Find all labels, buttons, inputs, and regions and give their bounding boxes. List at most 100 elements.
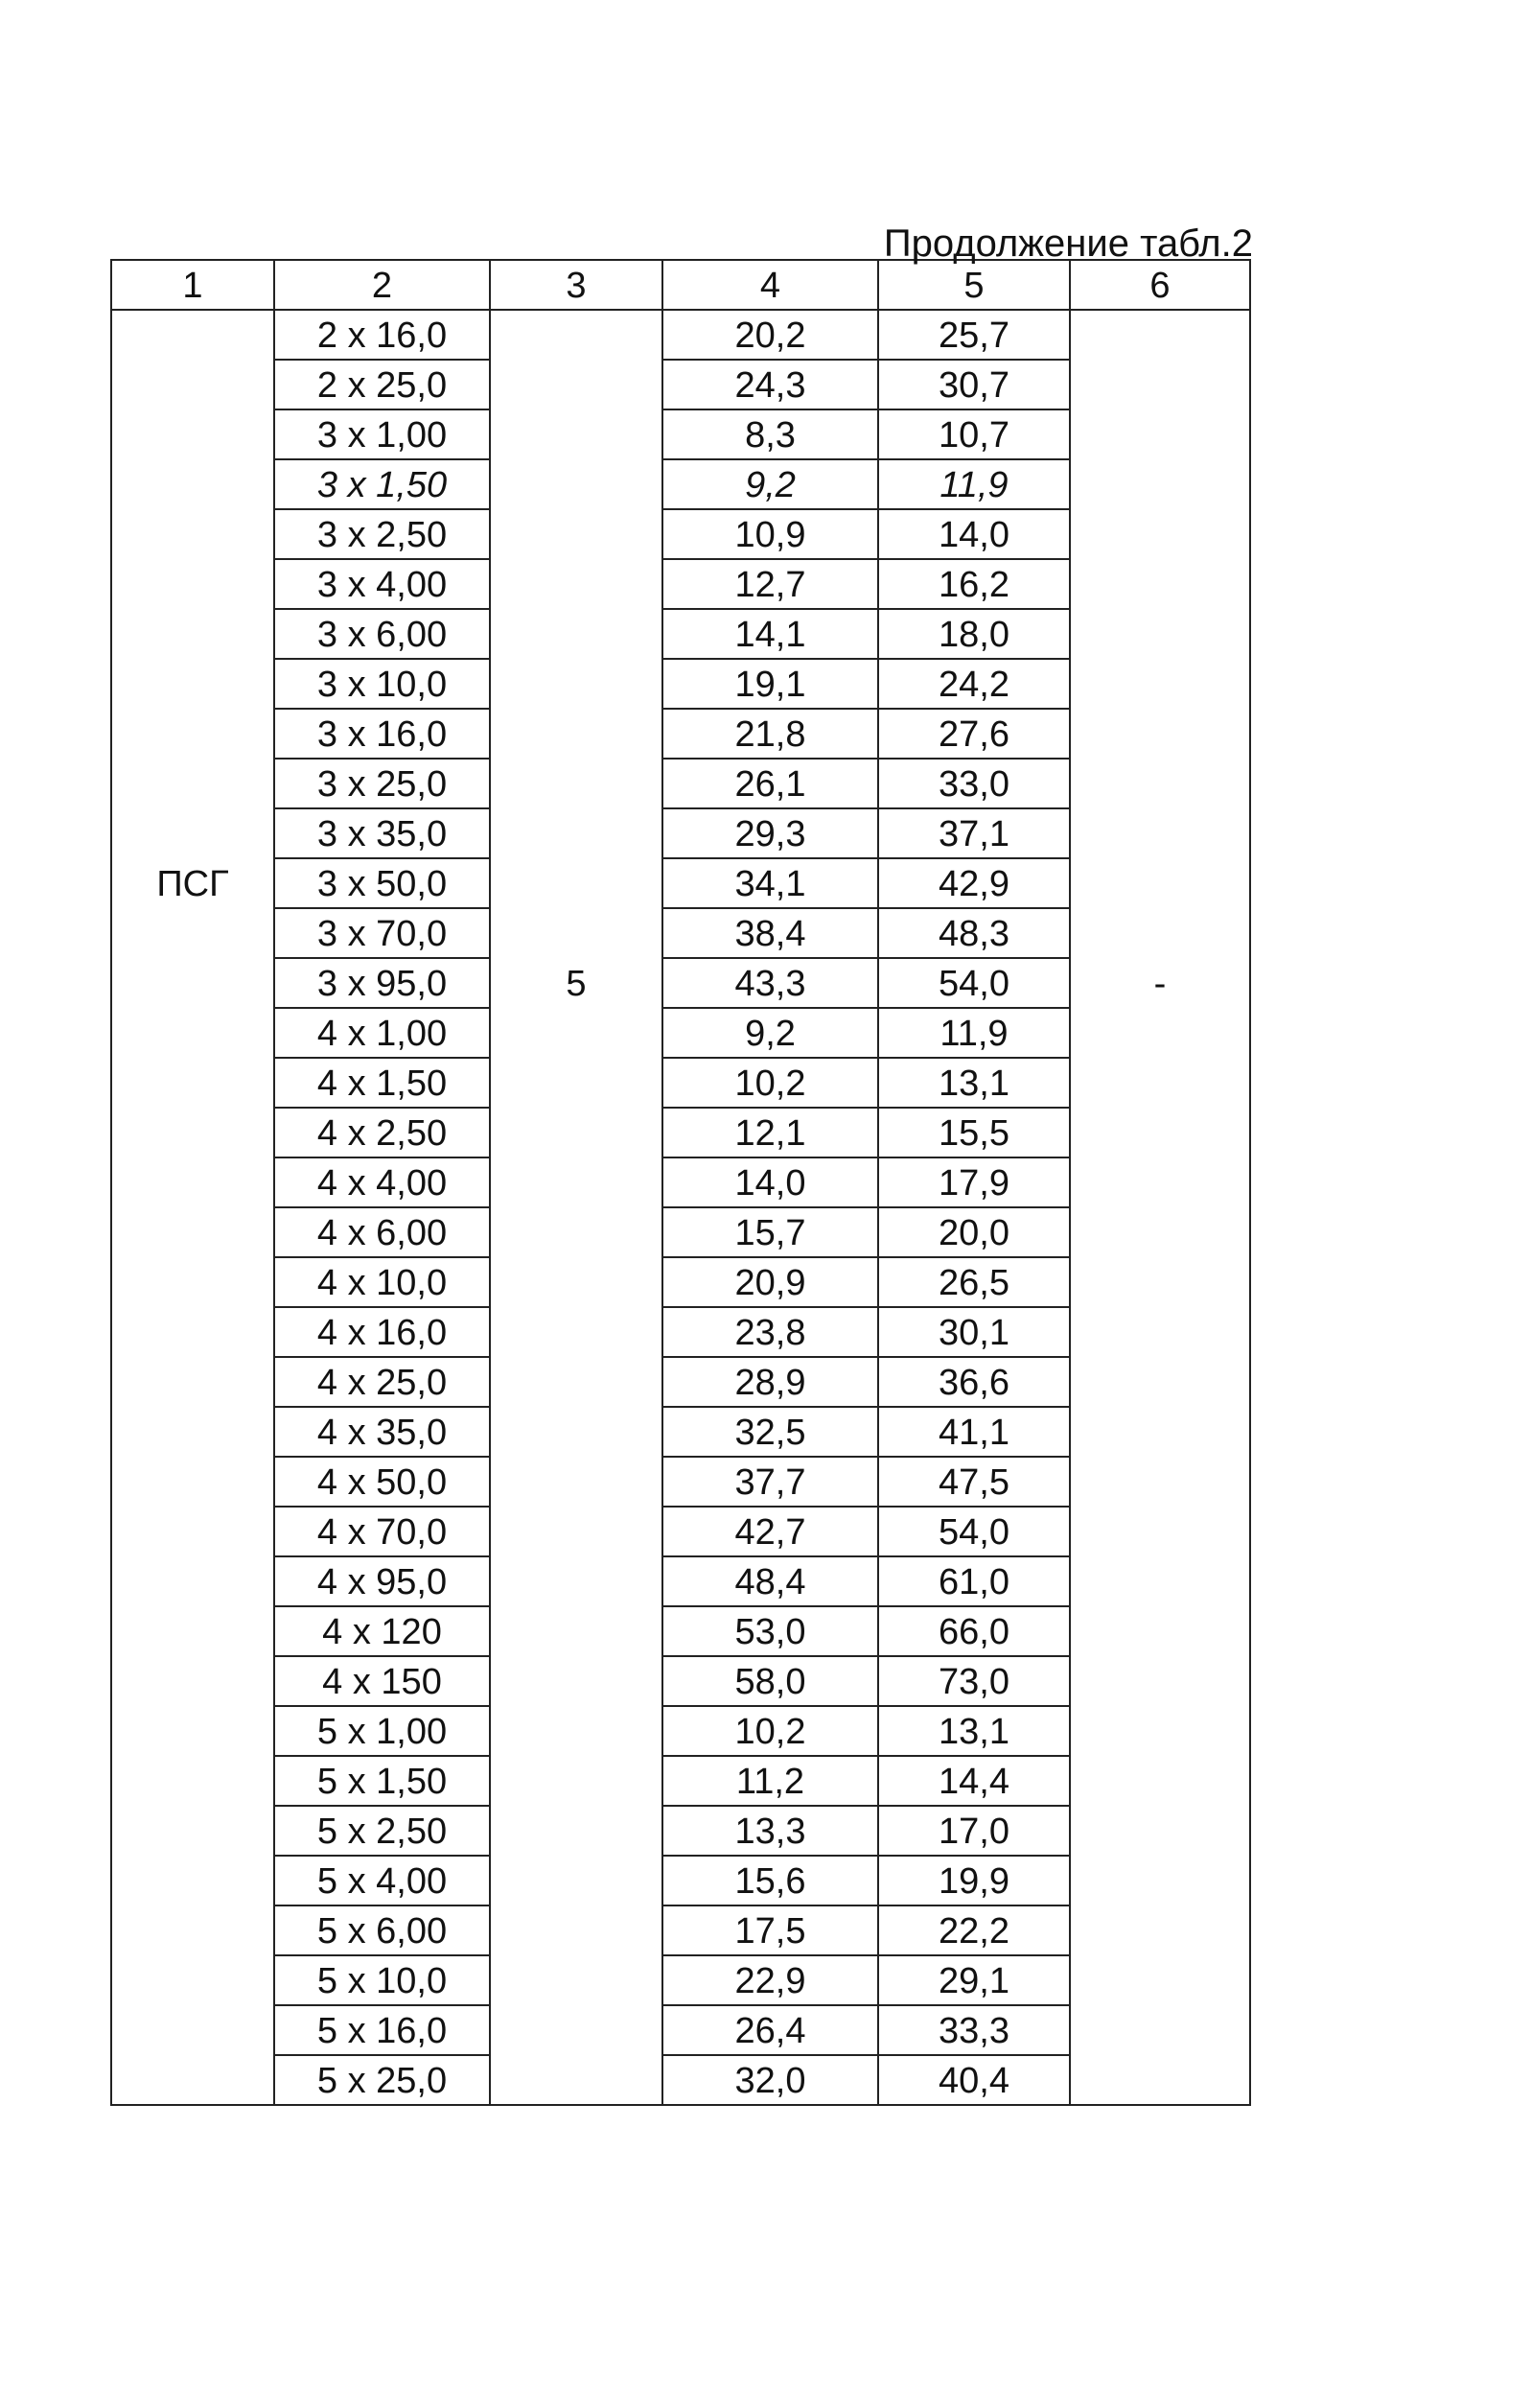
col3-cell [490, 409, 662, 459]
col1-cell [111, 559, 274, 609]
col5-cell: 54,0 [878, 958, 1070, 1008]
col4-cell: 24,3 [662, 360, 878, 409]
col4-cell: 53,0 [662, 1606, 878, 1656]
table-row: 3 x 6,0014,118,0 [111, 609, 1250, 659]
col6-cell [1070, 360, 1250, 409]
col6-cell [1070, 1058, 1250, 1108]
col5-cell: 22,2 [878, 1905, 1070, 1955]
col5-cell: 13,1 [878, 1706, 1070, 1756]
col1-cell [111, 1507, 274, 1556]
col4-cell: 29,3 [662, 808, 878, 858]
table-row: 3 x 4,0012,716,2 [111, 559, 1250, 609]
col6-cell [1070, 409, 1250, 459]
col6-cell [1070, 459, 1250, 509]
col1-cell [111, 1856, 274, 1905]
col5-cell: 20,0 [878, 1207, 1070, 1257]
col5-cell: 14,0 [878, 509, 1070, 559]
col3-cell [490, 310, 662, 360]
col4-cell: 43,3 [662, 958, 878, 1008]
col2-cell: 5 x 16,0 [274, 2005, 490, 2055]
header-cell-4: 4 [662, 260, 878, 310]
col2-cell: 2 x 25,0 [274, 360, 490, 409]
table-row: 5 x 25,032,040,4 [111, 2055, 1250, 2105]
col4-cell: 10,2 [662, 1058, 878, 1108]
table-row: 5 x 10,022,929,1 [111, 1955, 1250, 2005]
header-cell-2: 2 [274, 260, 490, 310]
col3-cell [490, 1507, 662, 1556]
col5-cell: 25,7 [878, 310, 1070, 360]
col6-cell [1070, 1806, 1250, 1856]
col6-cell [1070, 1457, 1250, 1507]
col6-cell [1070, 858, 1250, 908]
table-row: 4 x 16,023,830,1 [111, 1307, 1250, 1357]
col5-cell: 26,5 [878, 1257, 1070, 1307]
col4-cell: 32,5 [662, 1407, 878, 1457]
table-row: 4 x 10,020,926,5 [111, 1257, 1250, 1307]
col6-cell [1070, 1207, 1250, 1257]
col6-cell [1070, 2005, 1250, 2055]
col3-cell [490, 908, 662, 958]
col2-cell: 4 x 2,50 [274, 1108, 490, 1157]
col1-cell [111, 759, 274, 808]
col6-cell [1070, 559, 1250, 609]
col4-cell: 17,5 [662, 1905, 878, 1955]
col5-cell: 27,6 [878, 709, 1070, 759]
table-row: 5 x 1,5011,214,4 [111, 1756, 1250, 1806]
col4-cell: 20,2 [662, 310, 878, 360]
col3-cell [490, 858, 662, 908]
col6-cell: - [1070, 958, 1250, 1008]
col5-cell: 17,9 [878, 1157, 1070, 1207]
col1-cell [111, 1157, 274, 1207]
col1-cell [111, 1058, 274, 1108]
col5-cell: 48,3 [878, 908, 1070, 958]
col4-cell: 14,0 [662, 1157, 878, 1207]
table-header-row: 1 2 3 4 5 6 [111, 260, 1250, 310]
page: Продолжение табл.2 1 2 3 4 5 6 2 x 16,02… [0, 0, 1531, 2408]
col4-cell: 11,2 [662, 1756, 878, 1806]
col6-cell [1070, 1108, 1250, 1157]
col6-cell [1070, 1507, 1250, 1556]
table-row: 3 x 16,021,827,6 [111, 709, 1250, 759]
table-row: 2 x 16,020,225,7 [111, 310, 1250, 360]
col6-cell [1070, 1357, 1250, 1407]
table-row: 5 x 16,026,433,3 [111, 2005, 1250, 2055]
header-cell-6: 6 [1070, 260, 1250, 310]
table-row: 3 x 95,0543,354,0- [111, 958, 1250, 1008]
col1-cell [111, 1606, 274, 1656]
col4-cell: 21,8 [662, 709, 878, 759]
col5-cell: 37,1 [878, 808, 1070, 858]
table-row: 5 x 6,0017,522,2 [111, 1905, 1250, 1955]
table-row: 4 x 25,028,936,6 [111, 1357, 1250, 1407]
col5-cell: 14,4 [878, 1756, 1070, 1806]
col5-cell: 10,7 [878, 409, 1070, 459]
col1-cell [111, 1457, 274, 1507]
table-row: 4 x 12053,066,0 [111, 1606, 1250, 1656]
col5-cell: 61,0 [878, 1556, 1070, 1606]
col4-cell: 14,1 [662, 609, 878, 659]
col4-cell: 58,0 [662, 1656, 878, 1706]
col5-cell: 73,0 [878, 1656, 1070, 1706]
col5-cell: 42,9 [878, 858, 1070, 908]
col3-cell [490, 1905, 662, 1955]
col2-cell: 4 x 1,50 [274, 1058, 490, 1108]
col4-cell: 10,9 [662, 509, 878, 559]
col2-cell: 3 x 1,00 [274, 409, 490, 459]
col2-cell: 3 x 95,0 [274, 958, 490, 1008]
col2-cell: 4 x 1,00 [274, 1008, 490, 1058]
col6-cell [1070, 1407, 1250, 1457]
col2-cell: 5 x 10,0 [274, 1955, 490, 2005]
col3-cell [490, 709, 662, 759]
col4-cell: 34,1 [662, 858, 878, 908]
table-caption: Продолжение табл.2 [884, 222, 1253, 266]
col5-cell: 16,2 [878, 559, 1070, 609]
col2-cell: 3 x 35,0 [274, 808, 490, 858]
col2-cell: 4 x 50,0 [274, 1457, 490, 1507]
table-row: 2 x 25,024,330,7 [111, 360, 1250, 409]
col1-cell [111, 1656, 274, 1706]
col4-cell: 32,0 [662, 2055, 878, 2105]
table-row: 4 x 15058,073,0 [111, 1656, 1250, 1706]
col3-cell [490, 1856, 662, 1905]
col4-cell: 19,1 [662, 659, 878, 709]
col5-cell: 29,1 [878, 1955, 1070, 2005]
col3-cell [490, 1108, 662, 1157]
